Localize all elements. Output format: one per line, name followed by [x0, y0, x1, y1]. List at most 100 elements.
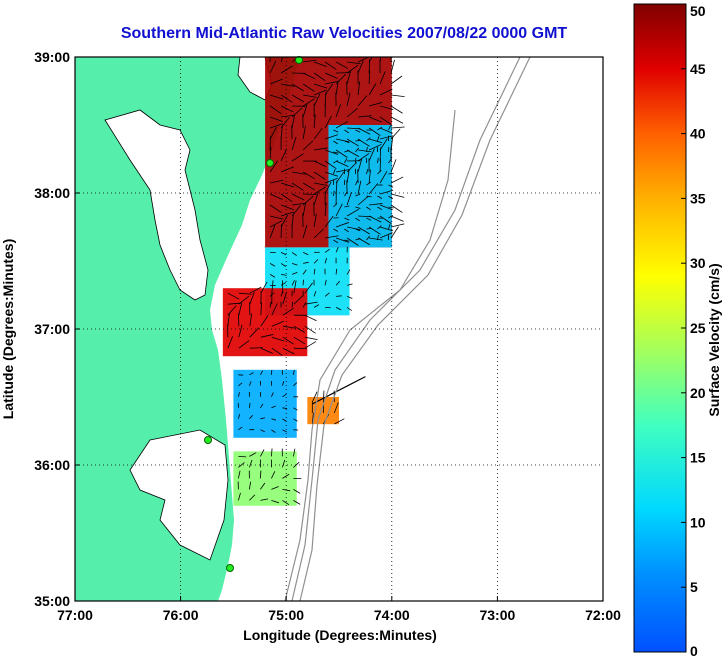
- velocity-vector: [282, 500, 290, 506]
- velocity-vector: [379, 105, 394, 110]
- velocity-vector: [324, 83, 334, 96]
- velocity-vector: [366, 235, 371, 241]
- velocity-vector: [344, 228, 349, 233]
- velocity-vector: [390, 116, 404, 124]
- velocity-vector: [269, 274, 276, 278]
- velocity-vector: [335, 203, 343, 217]
- velocity-vector: [281, 274, 287, 276]
- velocity-vector: [346, 192, 352, 206]
- velocity-vector: [282, 336, 294, 345]
- velocity-vector: [302, 72, 316, 80]
- velocity-vector: [355, 180, 358, 186]
- velocity-vector: [238, 340, 250, 349]
- x-tick-label: 75:00: [268, 607, 304, 623]
- velocity-vector: [291, 114, 295, 129]
- velocity-vector: [313, 89, 327, 96]
- velocity-vector: [280, 282, 287, 286]
- velocity-vector: [346, 296, 353, 299]
- velocity-vector: [271, 405, 276, 409]
- velocity-vector: [281, 83, 295, 87]
- velocity-vector: [357, 152, 370, 162]
- velocity-vector: [335, 81, 339, 96]
- velocity-vector: [355, 206, 361, 209]
- velocity-vector: [271, 486, 279, 490]
- velocity-vector: [369, 237, 383, 241]
- velocity-vector: [302, 98, 315, 107]
- chesapeake-bay: [104, 109, 209, 301]
- velocity-vector: [282, 325, 296, 329]
- velocity-vector: [293, 347, 307, 350]
- velocity-vector: [377, 170, 382, 175]
- velocity-vector: [369, 203, 383, 206]
- velocity-vector: [260, 347, 273, 354]
- velocity-vector: [280, 148, 288, 162]
- velocity-vector: [388, 172, 394, 175]
- velocity-vector: [377, 126, 383, 131]
- velocity-vector: [302, 125, 306, 140]
- velocity-vector: [227, 292, 240, 300]
- velocity-vector: [260, 482, 266, 490]
- velocity-vector: [304, 282, 313, 294]
- velocity-vector: [358, 115, 372, 118]
- velocity-vector: [227, 302, 241, 305]
- velocity-vector: [314, 182, 328, 186]
- velocity-vector: [293, 418, 298, 422]
- velocity-vector: [346, 70, 352, 85]
- velocity-vector: [333, 151, 339, 154]
- velocity-vector: [357, 60, 364, 74]
- colorbar-tick-label: 15: [690, 450, 706, 466]
- velocity-vector: [302, 224, 308, 239]
- velocity-vector: [366, 137, 371, 142]
- velocity-vector: [357, 158, 363, 173]
- velocity-vector: [324, 177, 338, 184]
- velocity-vector: [324, 215, 334, 228]
- velocity-vector: [324, 292, 330, 297]
- x-axis: 77:00 76:00 75:00 74:00 73:00 72:00: [57, 596, 621, 623]
- velocity-vector: [238, 426, 243, 431]
- colorbar-label: Surface Velocity (cm/s): [706, 263, 722, 416]
- velocity-vector: [303, 94, 317, 98]
- velocity-vector: [368, 183, 379, 195]
- velocity-vector: [280, 193, 293, 202]
- velocity-vector: [388, 195, 394, 200]
- velocity-vector: [313, 259, 319, 264]
- velocity-vector: [377, 157, 379, 164]
- velocity-vector: [346, 307, 352, 311]
- velocity-vector: [357, 195, 369, 206]
- velocity-vector: [388, 125, 392, 131]
- velocity-vector: [333, 239, 339, 244]
- velocity-vector: [291, 107, 303, 118]
- velocity-vector: [335, 280, 341, 286]
- velocity-vector: [390, 75, 403, 85]
- velocity-vector: [377, 206, 383, 211]
- velocity-vector: [346, 283, 353, 286]
- velocity-vector: [313, 304, 320, 308]
- velocity-vector: [249, 381, 252, 386]
- velocity-vector: [368, 83, 377, 96]
- velocity-vector: [260, 403, 264, 409]
- velocity-vector: [271, 418, 277, 421]
- velocity-vector: [391, 126, 405, 129]
- velocity-vector: [357, 127, 371, 135]
- velocity-vector: [344, 150, 350, 153]
- velocity-vector: [249, 372, 254, 376]
- y-tick-label: 35:00: [34, 593, 70, 609]
- velocity-vector: [282, 473, 290, 479]
- velocity-vector: [334, 418, 345, 425]
- velocity-vector: [291, 252, 297, 256]
- velocity-vector: [249, 291, 255, 305]
- velocity-vector: [293, 325, 306, 333]
- colorbar: [633, 3, 687, 653]
- velocity-vector: [249, 286, 262, 294]
- velocity-vector: [333, 190, 335, 197]
- delaware-bay: [237, 57, 273, 101]
- velocity-vector: [304, 301, 318, 305]
- velocity-vector: [282, 459, 286, 468]
- velocity-vector: [377, 234, 379, 241]
- velocity-vector: [238, 492, 241, 501]
- velocity-vector: [366, 181, 372, 186]
- velocity-vector: [379, 204, 393, 211]
- velocity-vector: [355, 228, 361, 232]
- velocity-vector: [303, 59, 317, 63]
- velocity-vector: [388, 158, 392, 164]
